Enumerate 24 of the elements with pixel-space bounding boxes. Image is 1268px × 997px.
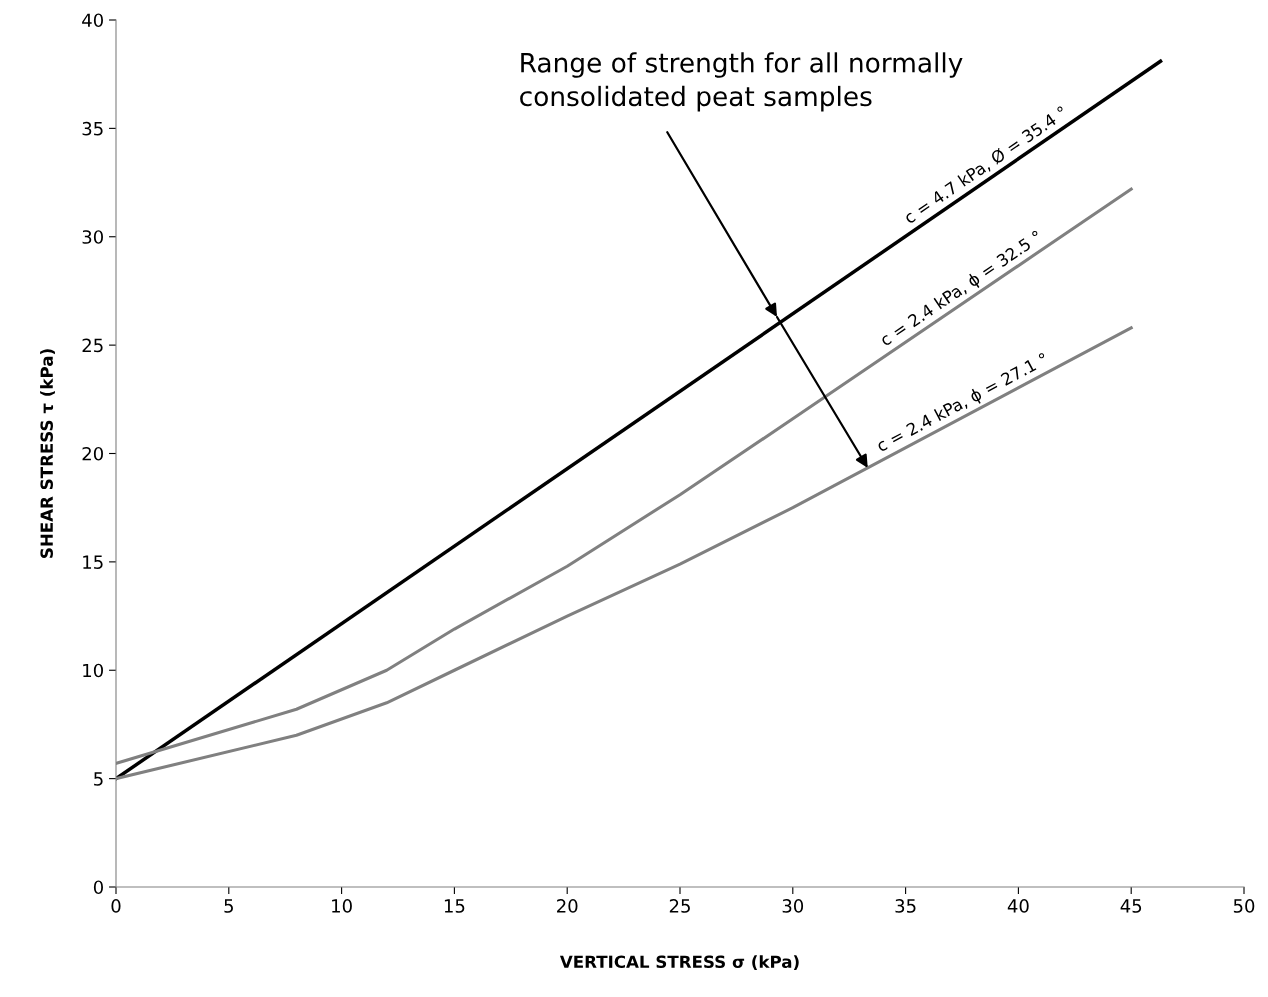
- x-tick-label: 25: [669, 899, 690, 913]
- y-tick-label: 10: [83, 663, 103, 678]
- y-tick-label: 5: [94, 772, 103, 786]
- y-tick-label: 20: [82, 446, 103, 461]
- x-axis-title: VERTICAL STRESS σ (kPa): [559, 955, 799, 971]
- x-tick-label: 5: [224, 899, 233, 913]
- annotation: Range of strength for all normally consolidated peat samples: [520, 52, 963, 112]
- x-tick-label: 30: [782, 899, 804, 913]
- y-tick-label: 35: [82, 121, 103, 136]
- x-tick-label: 15: [444, 899, 465, 913]
- text: c = 2.4 kPa, ϕ = 27.1 °: [875, 351, 1050, 455]
- x-tick-label: 10: [332, 899, 352, 913]
- y-tick-label: 0: [93, 880, 103, 895]
- x-tick-label: 45: [1120, 899, 1142, 913]
- y-tick-label: 40: [82, 13, 103, 28]
- y-tick-label: 25: [82, 338, 103, 353]
- x-tick-label: 50: [1233, 899, 1255, 913]
- x-tick-label: 0: [111, 899, 121, 913]
- y-axis-title: SHEAR STRESS τ (kPa): [40, 349, 55, 558]
- y-tick-label: 15: [83, 555, 103, 569]
- x-tick-label: 20: [557, 899, 578, 913]
- x-tick-label: 40: [1007, 899, 1029, 913]
- y-tick-label: 30: [82, 230, 103, 244]
- x-tick-label: 35: [895, 899, 916, 913]
